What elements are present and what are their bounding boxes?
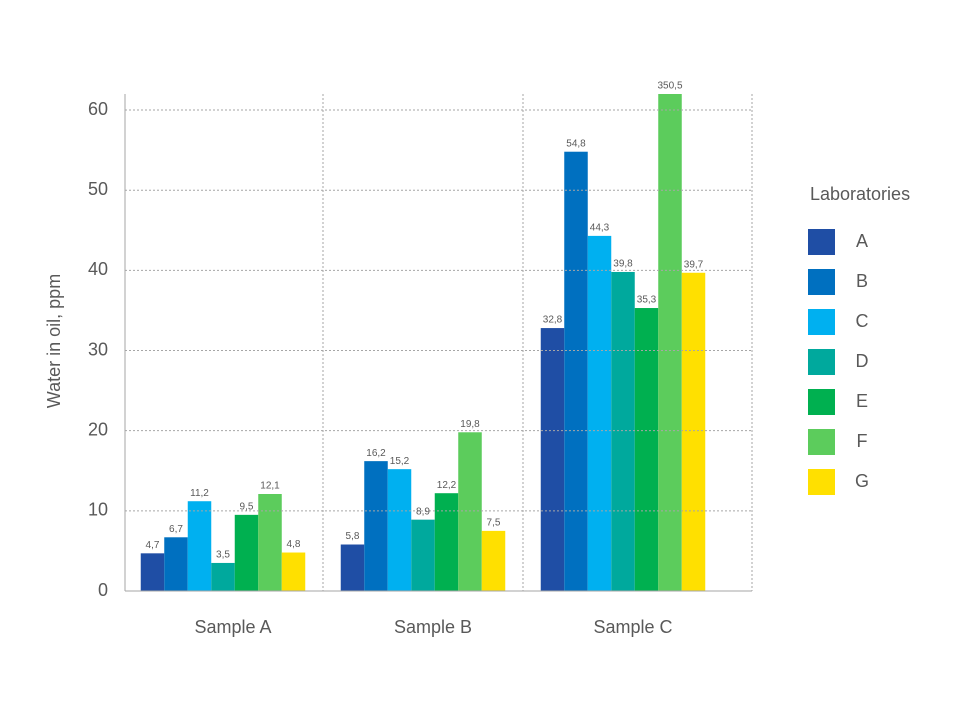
legend-label: C	[856, 311, 869, 331]
legend-swatch	[808, 469, 835, 495]
bar	[540, 328, 565, 591]
bar	[387, 469, 412, 591]
bar	[434, 493, 459, 591]
bar	[681, 272, 706, 591]
value-label: 12,1	[260, 481, 280, 492]
bar	[564, 151, 588, 591]
bar	[258, 494, 282, 591]
value-label: 19,8	[460, 419, 480, 430]
legend-swatch	[808, 429, 835, 455]
value-label: 32,8	[543, 315, 563, 326]
legend-swatch	[808, 389, 835, 415]
bar	[234, 514, 259, 591]
legend-label: A	[856, 231, 868, 251]
bar	[481, 530, 506, 591]
y-tick-label: 20	[88, 419, 108, 439]
value-label: 8,9	[416, 506, 430, 517]
bar	[634, 308, 659, 591]
value-label: 16,2	[366, 448, 386, 459]
bars	[140, 94, 706, 591]
x-tick-label: Sample C	[593, 617, 672, 637]
bar	[611, 271, 635, 591]
value-label: 7,5	[487, 518, 501, 529]
value-label: 39,7	[684, 259, 704, 270]
bar	[458, 432, 482, 591]
legend-label: E	[856, 391, 868, 411]
value-label: 350,5	[657, 81, 682, 92]
value-label: 4,7	[146, 540, 160, 551]
value-label: 35,3	[637, 295, 657, 306]
legend-swatch	[808, 349, 835, 375]
legend-label: F	[857, 431, 868, 451]
value-label: 44,3	[590, 223, 610, 234]
value-label: 4,8	[287, 539, 301, 550]
bar	[658, 94, 682, 591]
legend-label: D	[856, 351, 869, 371]
legend-title: Laboratories	[810, 184, 910, 204]
value-label: 15,2	[390, 456, 410, 467]
legend-swatch	[808, 309, 835, 335]
legend-label: G	[855, 471, 869, 491]
bar	[411, 519, 435, 591]
bar	[140, 553, 165, 591]
bar	[364, 461, 388, 591]
bar	[587, 235, 612, 591]
x-tick-label: Sample A	[194, 617, 271, 637]
value-label: 12,2	[437, 480, 457, 491]
bar	[211, 562, 235, 591]
value-label: 39,8	[613, 259, 633, 270]
y-tick-label: 50	[88, 179, 108, 199]
y-axis-title: Water in oil, ppm	[44, 274, 64, 408]
y-tick-label: 30	[88, 339, 108, 359]
value-label: 9,5	[240, 501, 254, 512]
bar	[164, 537, 188, 591]
legend-label: B	[856, 271, 868, 291]
bar	[187, 501, 212, 591]
value-label: 3,5	[216, 550, 230, 561]
y-tick-label: 60	[88, 99, 108, 119]
value-label: 6,7	[169, 524, 183, 535]
bar	[340, 544, 365, 591]
value-label: 5,8	[346, 531, 360, 542]
bar	[281, 552, 306, 591]
legend-swatch	[808, 269, 835, 295]
y-tick-label: 10	[88, 500, 108, 520]
x-tick-label: Sample B	[394, 617, 472, 637]
value-label: 54,8	[566, 138, 586, 149]
y-tick-label: 0	[98, 580, 108, 600]
y-tick-label: 40	[88, 259, 108, 279]
legend-swatch	[808, 229, 835, 255]
value-label: 11,2	[190, 488, 209, 499]
